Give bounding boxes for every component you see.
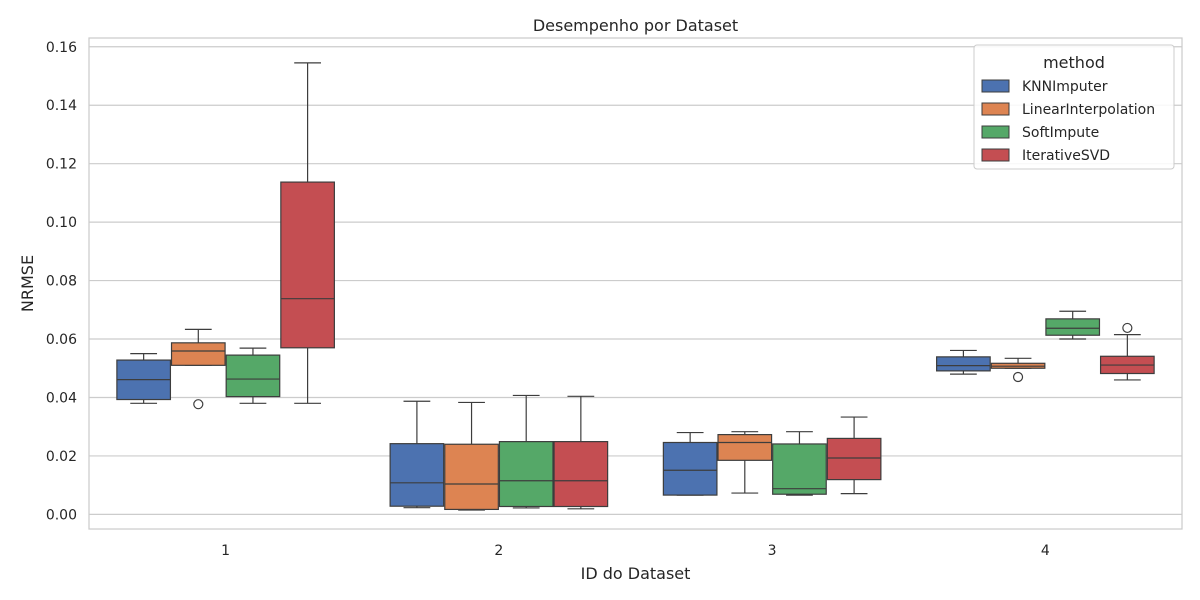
box-body	[498, 441, 554, 508]
box-softimpute-4	[1045, 310, 1101, 340]
box-softimpute-2	[498, 394, 554, 509]
box-body	[225, 354, 281, 398]
x-tick-labels: 1 2 3 4	[221, 543, 1050, 559]
box-knnimputer-2	[389, 400, 445, 509]
box-knnimputer-3	[662, 431, 718, 496]
legend-swatch	[981, 79, 1010, 93]
x-tick-label: 4	[1041, 543, 1050, 559]
box-body	[717, 433, 773, 461]
y-tick-label: 0.00	[46, 507, 77, 523]
x-axis-title: ID do Dataset	[581, 564, 691, 583]
y-tick-label: 0.06	[46, 332, 77, 348]
box-knnimputer-1	[116, 353, 172, 404]
y-tick-labels: 0.00 0.02 0.04 0.06 0.08 0.10 0.12 0.14 0.16	[46, 40, 77, 524]
legend: method KNNImputer LinearInterpolation SoftI…	[973, 44, 1175, 170]
plot-frame	[88, 37, 1183, 530]
y-tick-label: 0.04	[46, 390, 77, 406]
y-tick-label: 0.16	[46, 40, 77, 56]
box-body	[826, 437, 882, 481]
legend-label: IterativeSVD	[1022, 148, 1110, 164]
legend-swatch	[981, 148, 1010, 162]
y-tick-label: 0.14	[46, 98, 77, 114]
legend-title: method	[1043, 53, 1105, 72]
box-body	[662, 441, 718, 496]
legend-swatch	[981, 125, 1010, 139]
box-body	[936, 356, 991, 372]
grid-layer	[89, 46, 1182, 515]
box-linearinterpolation-4	[990, 357, 1046, 383]
box-knnimputer-4	[936, 349, 991, 375]
box-linearinterpolation-3	[717, 431, 773, 494]
outlier-point	[193, 399, 204, 410]
x-tick-label: 2	[494, 543, 503, 559]
y-tick-label: 0.12	[46, 157, 77, 173]
legend-label: SoftImpute	[1022, 125, 1099, 141]
x-tick-label: 3	[768, 543, 777, 559]
y-tick-label: 0.02	[46, 449, 77, 465]
box-softimpute-1	[225, 347, 281, 404]
box-body	[170, 342, 226, 366]
y-axis-title: NRMSE	[18, 255, 37, 312]
legend-swatch	[981, 102, 1010, 116]
y-tick-label: 0.08	[46, 274, 77, 290]
y-tick-label: 0.10	[46, 215, 77, 231]
legend-label: LinearInterpolation	[1022, 102, 1155, 118]
box-softimpute-3	[772, 431, 827, 496]
box-body	[389, 443, 445, 507]
legend-label: KNNImputer	[1022, 79, 1108, 95]
legend-frame	[973, 44, 1175, 170]
outlier-point	[1012, 371, 1024, 383]
box-body	[280, 181, 335, 349]
x-tick-label: 1	[221, 543, 230, 559]
box-body	[1045, 318, 1101, 336]
box-iterativesvd-3	[826, 416, 882, 495]
chart-title: Desempenho por Dataset	[533, 16, 738, 35]
box-iterativesvd-1	[280, 62, 335, 404]
box-iterativesvd-4	[1099, 322, 1155, 381]
outlier-point	[1122, 322, 1133, 334]
box-iterativesvd-2	[553, 395, 609, 510]
box-layer	[116, 62, 1155, 511]
box-linearinterpolation-2	[444, 401, 499, 511]
box-body	[553, 441, 609, 508]
box-body	[772, 443, 827, 495]
box-body	[444, 443, 499, 511]
box-linearinterpolation-1	[170, 328, 226, 410]
